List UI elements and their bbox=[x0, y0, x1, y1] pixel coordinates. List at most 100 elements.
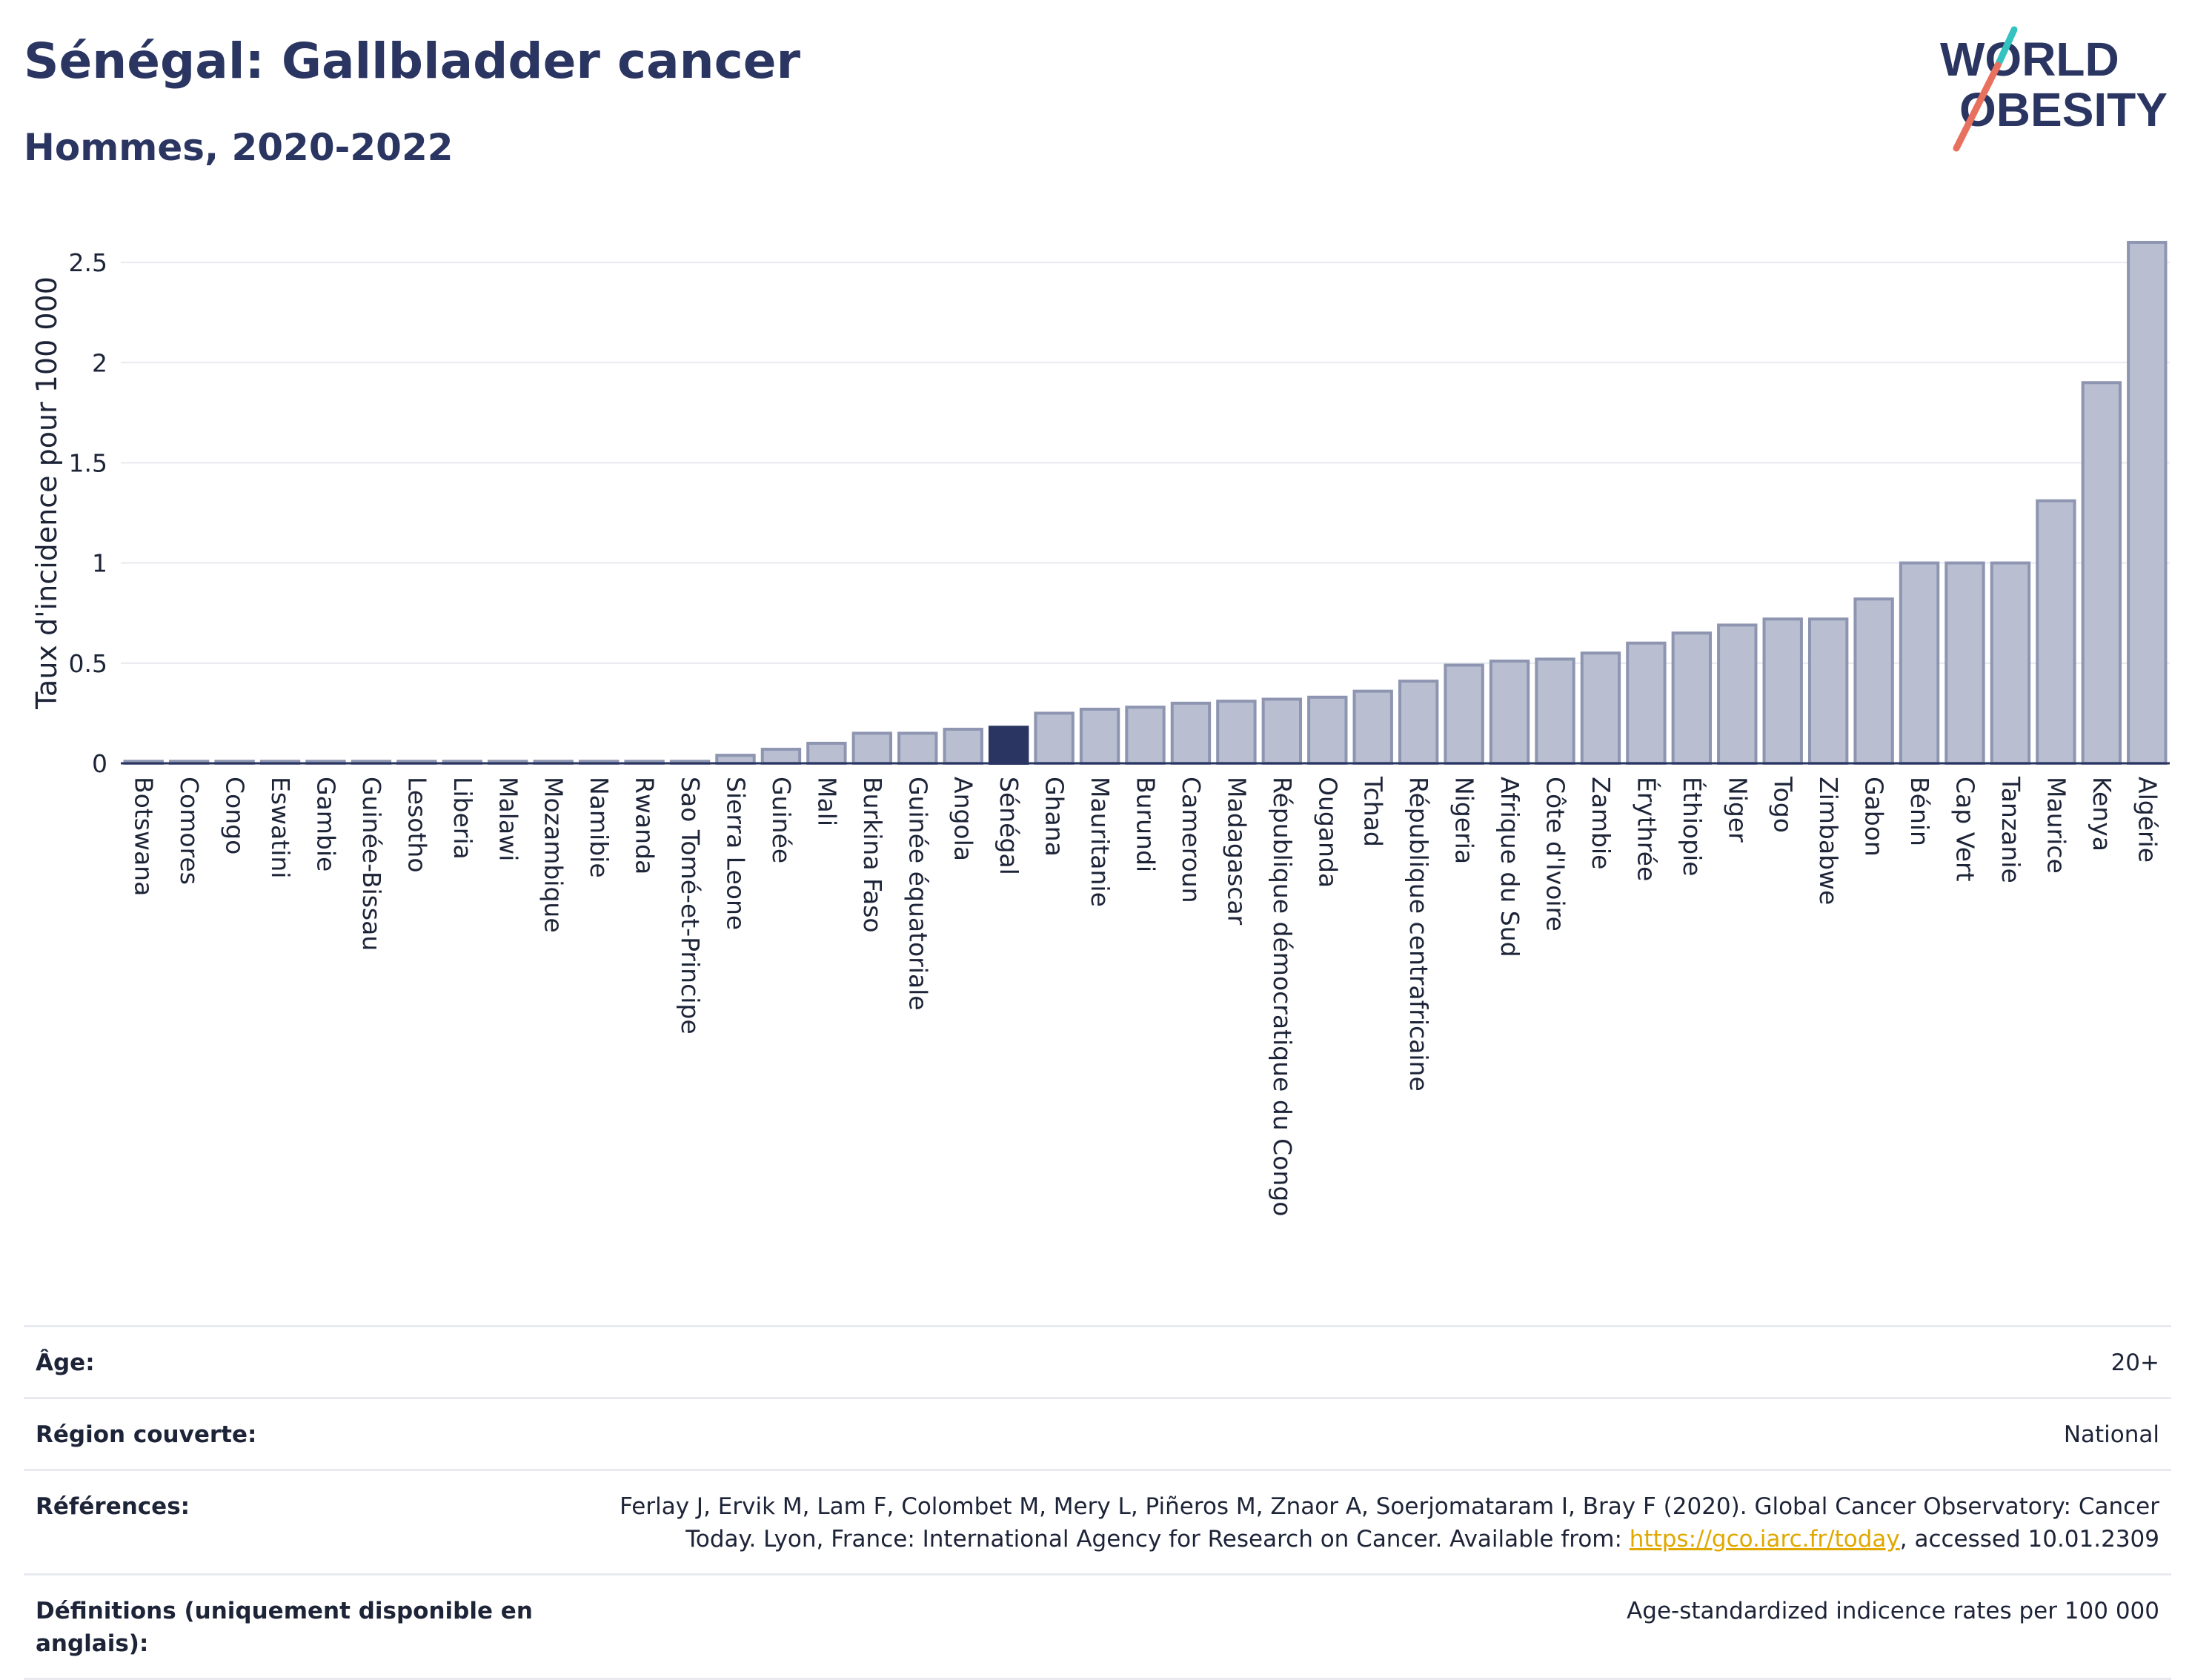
footer-row-references: Références: Ferlay J, Ervik M, Lam F, Co… bbox=[24, 1469, 2171, 1573]
bar bbox=[2081, 381, 2122, 765]
x-tick-label: Botswana bbox=[130, 777, 159, 896]
x-tick-label: Burkina Faso bbox=[858, 777, 887, 933]
x-tick-label: Sierra Leone bbox=[722, 777, 751, 930]
x-tick-label: Togo bbox=[1769, 776, 1798, 833]
y-axis-label: Taux d'incidence pour 100 000 bbox=[30, 276, 63, 710]
bar bbox=[1034, 711, 1075, 765]
x-tick-label: Gambie bbox=[312, 777, 341, 871]
x-tick-label: Liberia bbox=[448, 777, 477, 860]
chart-subtitle: Hommes, 2020-2022 bbox=[24, 126, 454, 169]
bar bbox=[1261, 697, 1303, 766]
x-tick-label: Éthiopie bbox=[1678, 777, 1707, 876]
x-tick-label: Guinée bbox=[767, 777, 796, 863]
x-tick-label: Sao Tomé-et-Principe bbox=[676, 777, 705, 1035]
x-tick-label: Tchad bbox=[1359, 776, 1388, 847]
chart-title: Sénégal: Gallbladder cancer bbox=[24, 33, 801, 90]
metadata-table: Âge: 20+ Région couverte: National Référ… bbox=[24, 1325, 2171, 1680]
bar bbox=[1216, 700, 1257, 765]
bar bbox=[943, 728, 983, 766]
x-tick-label: République centrafricaine bbox=[1404, 777, 1433, 1092]
footer-value-age: 20+ bbox=[2110, 1349, 2159, 1376]
bar bbox=[1398, 680, 1439, 765]
x-tick-label: Comores bbox=[175, 777, 204, 885]
logo-text-world: WORLD bbox=[1940, 33, 2119, 86]
footer-row-age: Âge: 20+ bbox=[24, 1325, 2171, 1397]
x-tick-label: Mali bbox=[812, 777, 841, 826]
bar bbox=[1352, 689, 1393, 766]
bar bbox=[1489, 660, 1530, 765]
bar bbox=[1307, 695, 1348, 765]
x-tick-label: Zambie bbox=[1587, 777, 1615, 869]
reference-text: Ferlay J, Ervik M, Lam F, Colombet M, Me… bbox=[620, 1493, 2159, 1553]
x-tick-label: Côte d'Ivoire bbox=[1541, 777, 1570, 932]
x-tick-label: Ouganda bbox=[1313, 777, 1342, 888]
x-tick-label: Cap Vert bbox=[1951, 777, 1980, 882]
bar bbox=[988, 726, 1029, 765]
reference-accessed: , accessed 10.01.2309 bbox=[1899, 1526, 2159, 1553]
x-tick-label: Mauritanie bbox=[1086, 777, 1115, 907]
bar bbox=[1535, 657, 1575, 765]
bar bbox=[851, 731, 893, 766]
x-tick-label: Madagascar bbox=[1222, 777, 1251, 926]
x-tick-label: Niger bbox=[1723, 777, 1752, 843]
logo-slash-coral bbox=[1953, 62, 2002, 152]
x-tick-label: Tanzanie bbox=[1996, 776, 2025, 883]
bar bbox=[2127, 241, 2168, 765]
bar bbox=[1717, 623, 1758, 766]
bar bbox=[1125, 705, 1166, 766]
bar bbox=[1580, 651, 1621, 766]
bar bbox=[2036, 499, 2076, 765]
y-tick-label: 2 bbox=[92, 348, 107, 377]
y-tick-label: 0.5 bbox=[69, 649, 107, 678]
y-tick-label: 1.5 bbox=[69, 448, 107, 477]
reference-link[interactable]: https://gco.iarc.fr/today bbox=[1629, 1526, 1900, 1553]
bar bbox=[1626, 641, 1667, 765]
y-tick-label: 1 bbox=[92, 549, 107, 578]
x-tick-label: Guinée-Bissau bbox=[357, 777, 386, 951]
world-obesity-logo: WORLD OBESITY bbox=[1940, 26, 2168, 152]
bar bbox=[1853, 597, 1894, 766]
x-tick-label: Zimbabwe bbox=[1814, 777, 1843, 905]
footer-label-region: Région couverte: bbox=[36, 1421, 257, 1448]
x-tick-label: Nigeria bbox=[1450, 777, 1479, 864]
x-tick-label: Burundi bbox=[1132, 777, 1160, 872]
bar bbox=[1990, 561, 2031, 765]
x-tick-label: Maurice bbox=[2042, 777, 2070, 874]
footer-label-age: Âge: bbox=[36, 1349, 95, 1376]
bar bbox=[1807, 617, 1849, 765]
bar bbox=[1762, 617, 1803, 765]
x-tick-label: Namibie bbox=[585, 777, 614, 878]
footer-row-definitions: Définitions (uniquement disponible en an… bbox=[24, 1573, 2171, 1680]
x-tick-label: Cameroun bbox=[1177, 777, 1206, 903]
y-tick-label: 2.5 bbox=[69, 248, 107, 277]
x-tick-label: Angola bbox=[949, 777, 978, 861]
bar bbox=[1079, 708, 1120, 765]
bar bbox=[760, 748, 802, 766]
logo-slash-teal bbox=[1994, 26, 2018, 69]
bar bbox=[897, 731, 938, 766]
footer-value-definitions: Age-standardized indicence rates per 100… bbox=[1627, 1598, 2159, 1624]
bar bbox=[806, 741, 847, 765]
y-tick-label: 0 bbox=[92, 749, 107, 778]
logo-text-obesity: OBESITY bbox=[1959, 83, 2168, 136]
x-tick-label: République démocratique du Congo bbox=[1268, 777, 1297, 1216]
x-tick-label: Gabon bbox=[1860, 777, 1889, 857]
x-tick-label: Érythrée bbox=[1632, 777, 1661, 881]
x-tick-label: Rwanda bbox=[631, 777, 660, 874]
x-tick-label: Lesotho bbox=[402, 777, 431, 873]
bar bbox=[1444, 663, 1484, 765]
bar bbox=[1899, 561, 1940, 765]
footer-row-region: Région couverte: National bbox=[24, 1397, 2171, 1469]
x-tick-label: Malawi bbox=[494, 777, 522, 861]
bar bbox=[1170, 701, 1212, 766]
footer-value-region: National bbox=[2063, 1421, 2159, 1448]
footer-label-definitions: Définitions (uniquement disponible en an… bbox=[36, 1598, 533, 1657]
bar bbox=[715, 754, 756, 765]
footer-value-references: Ferlay J, Ervik M, Lam F, Colombet M, Me… bbox=[566, 1490, 2159, 1556]
x-tick-label: Afrique du Sud bbox=[1495, 777, 1524, 957]
x-tick-label: Guinée équatoriale bbox=[903, 777, 932, 1011]
x-tick-label: Bénin bbox=[1905, 777, 1934, 846]
x-tick-label: Ghana bbox=[1040, 777, 1069, 857]
x-tick-label: Eswatini bbox=[266, 777, 295, 878]
